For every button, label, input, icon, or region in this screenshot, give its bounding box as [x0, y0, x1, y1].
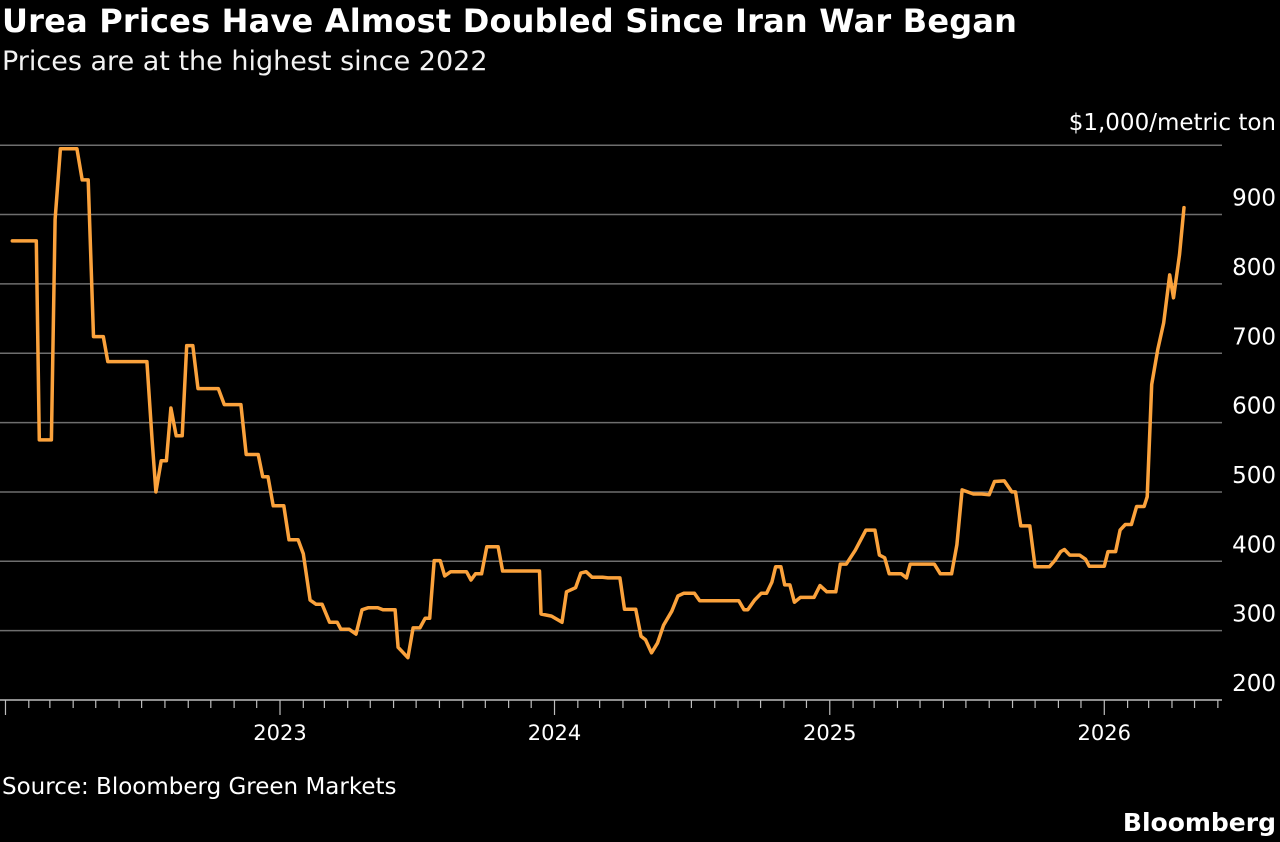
- y-tick-label: 500: [1232, 463, 1276, 489]
- x-tick-label: 2023: [253, 721, 306, 745]
- urea-price-line: [10, 146, 1186, 660]
- x-tick-label: 2026: [1078, 721, 1131, 745]
- y-tick-label: 600: [1232, 394, 1276, 420]
- y-tick-label: 900: [1232, 186, 1276, 212]
- bloomberg-logo: Bloomberg: [1122, 808, 1276, 837]
- source-note: Source: Bloomberg Green Markets: [2, 774, 397, 800]
- y-tick-label: 800: [1232, 255, 1276, 281]
- y-axis-unit-label: $1,000/metric ton: [1068, 110, 1276, 136]
- chart-subtitle: Prices are at the highest since 2022: [2, 46, 488, 77]
- x-tick-label: 2024: [528, 721, 581, 745]
- y-tick-label: 200: [1232, 671, 1276, 697]
- y-tick-label: 700: [1232, 324, 1276, 350]
- x-tick-label: 2025: [803, 721, 856, 745]
- chart-title: Urea Prices Have Almost Doubled Since Ir…: [2, 2, 1018, 40]
- y-tick-label: 300: [1232, 602, 1276, 628]
- y-tick-label: 400: [1232, 532, 1276, 558]
